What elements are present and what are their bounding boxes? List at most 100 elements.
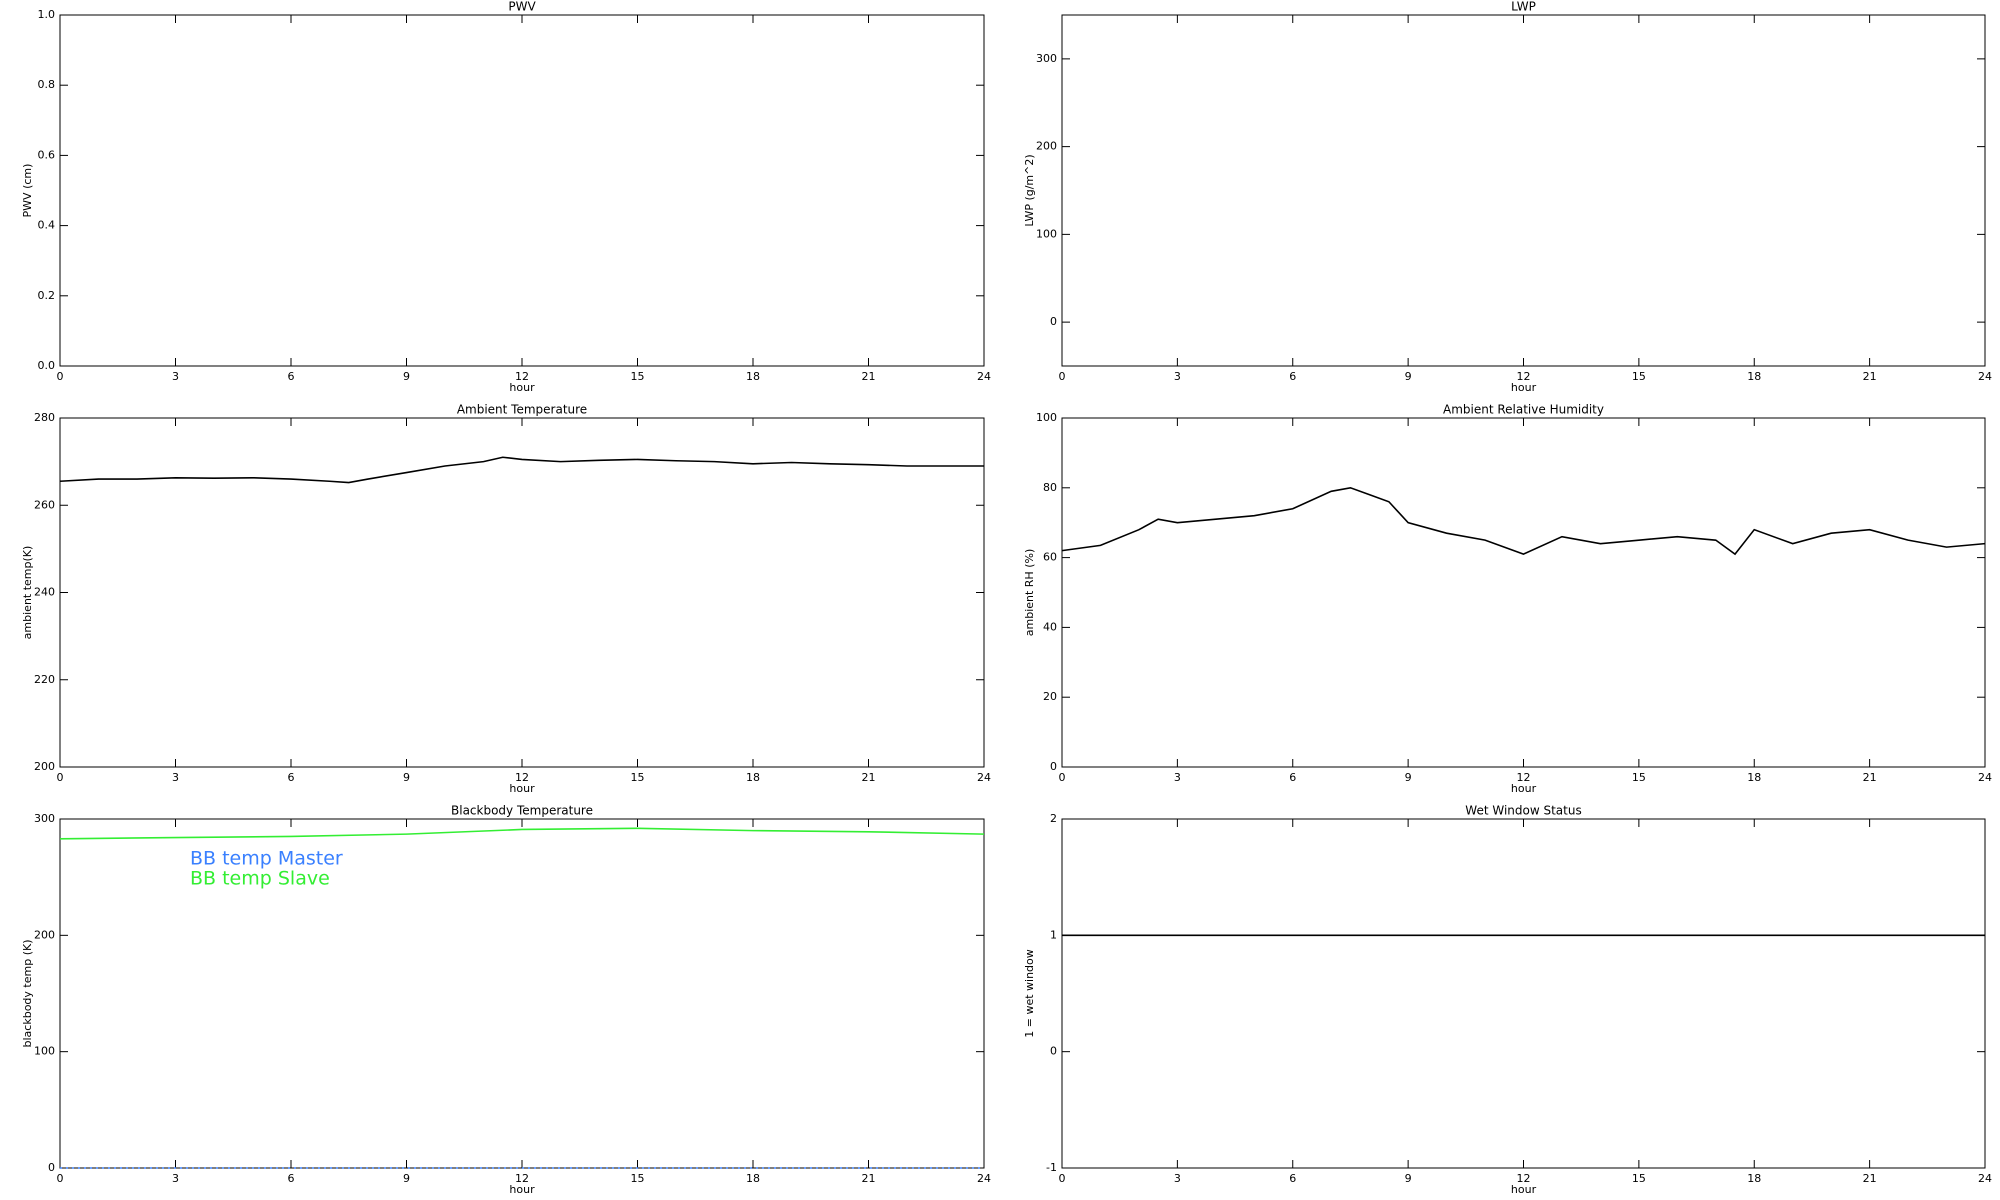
x-tick-label: 0 (57, 370, 64, 383)
x-tick-label: 18 (746, 1172, 760, 1185)
x-tick-label: 15 (631, 370, 645, 383)
y-axis-label: LWP (g/m^2) (1023, 154, 1036, 226)
chart-title: Ambient Temperature (457, 403, 587, 417)
x-tick-label: 0 (1059, 1172, 1066, 1185)
x-tick-label: 24 (977, 370, 991, 383)
x-tick-label: 3 (1174, 771, 1181, 784)
x-tick-label: 18 (1747, 771, 1761, 784)
x-tick-label: 18 (1747, 1172, 1761, 1185)
y-tick-label: 0.2 (38, 289, 56, 302)
x-tick-label: 12 (1517, 1172, 1531, 1185)
y-tick-label: 60 (1043, 551, 1057, 564)
y-tick-label: 0 (48, 1161, 55, 1174)
x-tick-label: 24 (1978, 370, 1992, 383)
x-tick-label: 3 (172, 1172, 179, 1185)
x-axis-label: hour (1511, 1183, 1537, 1196)
y-tick-label: 200 (34, 928, 55, 941)
x-tick-label: 24 (1978, 771, 1992, 784)
y-tick-label: 20 (1043, 690, 1057, 703)
legend-entry: BB temp Master (190, 848, 343, 870)
x-tick-label: 0 (57, 771, 64, 784)
y-tick-label: 300 (1036, 52, 1057, 65)
x-tick-label: 3 (1174, 370, 1181, 383)
y-tick-label: 200 (1036, 140, 1057, 153)
x-axis-label: hour (509, 1183, 535, 1196)
x-tick-label: 9 (403, 370, 410, 383)
x-tick-label: 15 (631, 771, 645, 784)
series-line (1061, 486, 1986, 556)
x-tick-label: 12 (515, 1172, 529, 1185)
chart-title: Blackbody Temperature (451, 804, 593, 818)
x-axis-label: hour (509, 381, 535, 394)
y-axis-label: 1 = wet window (1023, 949, 1036, 1038)
y-tick-label: 0.6 (38, 148, 56, 161)
chart-title: PWV (508, 0, 536, 14)
y-tick-label: 200 (34, 760, 55, 773)
x-tick-label: 24 (977, 771, 991, 784)
x-tick-label: 9 (403, 1172, 410, 1185)
x-tick-label: 0 (57, 1172, 64, 1185)
series-line (59, 827, 985, 840)
y-axis-label: ambient RH (%) (1023, 549, 1036, 637)
plot-frame (59, 417, 985, 768)
legend-entry: BB temp Slave (190, 868, 330, 890)
x-tick-label: 24 (1978, 1172, 1992, 1185)
x-tick-label: 12 (1517, 370, 1531, 383)
y-axis-label: PWV (cm) (21, 164, 34, 218)
y-tick-label: 220 (34, 673, 55, 686)
x-tick-label: 9 (1405, 771, 1412, 784)
x-tick-label: 9 (1405, 370, 1412, 383)
y-axis-label: ambient temp(K) (21, 546, 34, 640)
x-tick-label: 3 (1174, 1172, 1181, 1185)
x-tick-label: 12 (515, 771, 529, 784)
x-tick-label: 21 (1863, 771, 1877, 784)
x-tick-label: 0 (1059, 370, 1066, 383)
x-tick-label: 21 (1863, 1172, 1877, 1185)
x-tick-label: 21 (862, 1172, 876, 1185)
y-tick-label: 80 (1043, 481, 1057, 494)
y-tick-label: 0.0 (38, 359, 56, 372)
x-tick-label: 24 (977, 1172, 991, 1185)
x-tick-label: 12 (515, 370, 529, 383)
x-tick-label: 15 (1632, 1172, 1646, 1185)
y-tick-label: 2 (1050, 812, 1057, 825)
series-line (59, 456, 984, 484)
x-tick-label: 0 (1059, 771, 1066, 784)
y-tick-label: 300 (34, 812, 55, 825)
x-tick-label: 6 (288, 1172, 295, 1185)
y-axis-label: blackbody temp (K) (21, 940, 34, 1048)
y-tick-label: 100 (1036, 411, 1057, 424)
x-tick-label: 9 (1405, 1172, 1412, 1185)
x-tick-label: 15 (1632, 771, 1646, 784)
y-tick-label: 0 (1050, 1045, 1057, 1058)
y-tick-label: 100 (34, 1045, 55, 1058)
chart-title: LWP (1511, 0, 1536, 14)
x-tick-label: 3 (172, 771, 179, 784)
y-tick-label: 1 (1050, 928, 1057, 941)
x-tick-label: 6 (1289, 771, 1296, 784)
plot-frame (1061, 417, 1986, 768)
x-tick-label: 6 (1289, 370, 1296, 383)
x-tick-label: 15 (631, 1172, 645, 1185)
y-tick-label: 0 (1050, 315, 1057, 328)
x-tick-label: 21 (862, 370, 876, 383)
x-tick-label: 21 (862, 771, 876, 784)
x-tick-label: 21 (1863, 370, 1877, 383)
y-tick-label: -1 (1046, 1161, 1057, 1174)
y-tick-label: 240 (34, 586, 55, 599)
x-tick-label: 15 (1632, 370, 1646, 383)
y-tick-label: 0.8 (38, 78, 56, 91)
y-tick-label: 40 (1043, 620, 1057, 633)
chart-title: Wet Window Status (1465, 804, 1581, 818)
y-tick-label: 260 (34, 498, 55, 511)
plot-frame (1061, 818, 1986, 1169)
y-tick-label: 100 (1036, 227, 1057, 240)
chart-title: Ambient Relative Humidity (1443, 403, 1604, 417)
plot-frame (59, 14, 985, 367)
x-tick-label: 18 (746, 370, 760, 383)
x-tick-label: 3 (172, 370, 179, 383)
x-tick-label: 6 (288, 370, 295, 383)
y-tick-label: 0.4 (38, 219, 56, 232)
x-tick-label: 6 (1289, 1172, 1296, 1185)
